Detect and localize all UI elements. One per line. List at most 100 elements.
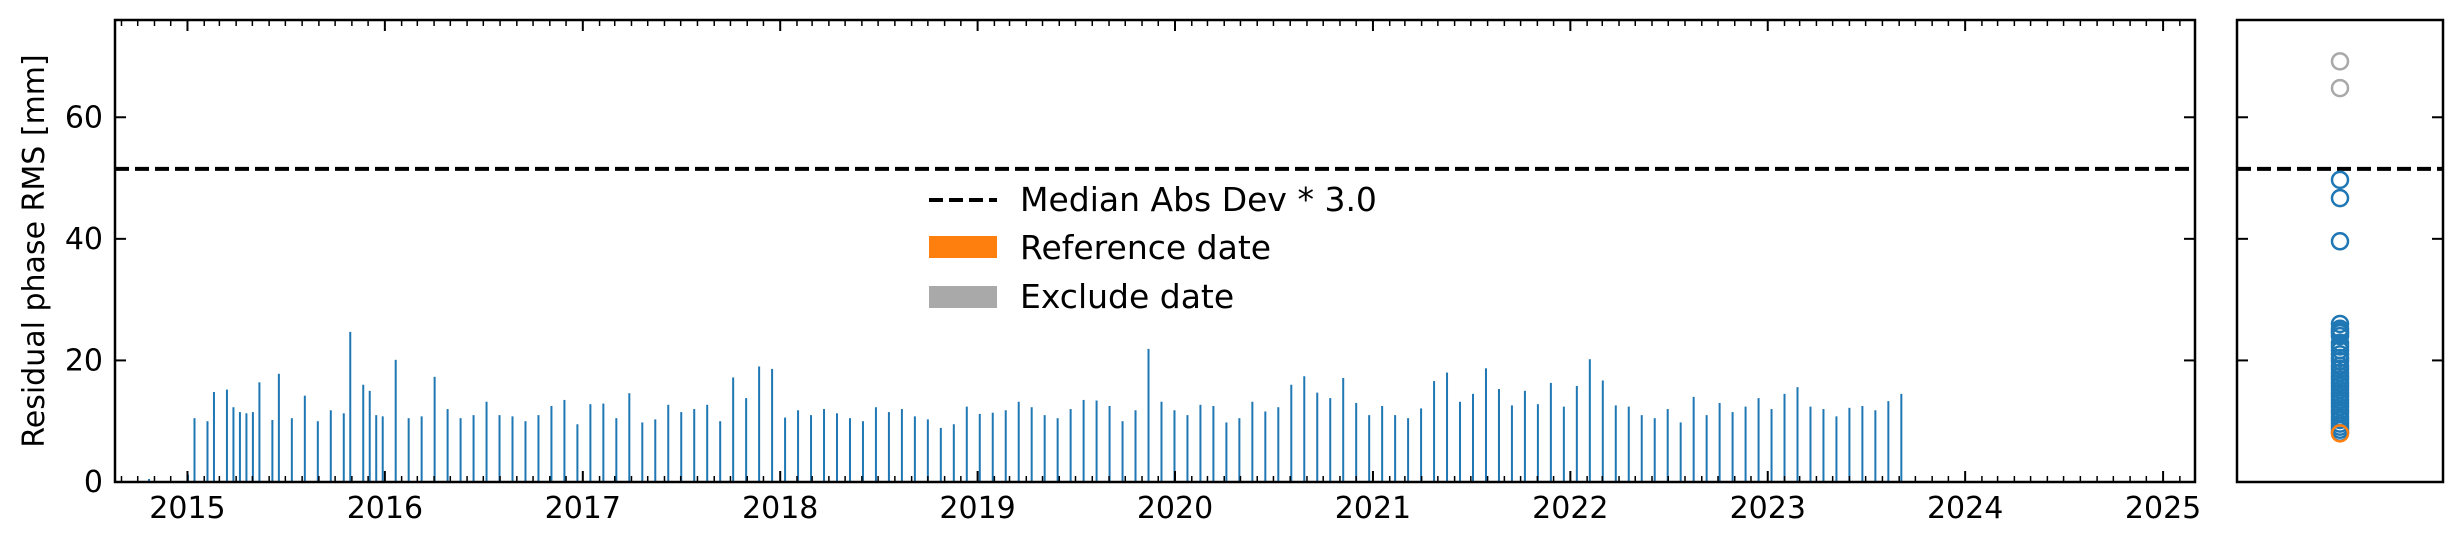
bar <box>148 478 151 482</box>
bar <box>433 376 436 482</box>
bar <box>1056 418 1059 482</box>
bar <box>1887 401 1890 482</box>
bar <box>1264 411 1267 482</box>
bar <box>212 392 215 482</box>
side-point <box>2330 170 2350 190</box>
bar <box>1251 401 1254 482</box>
bar <box>316 421 319 482</box>
bar <box>1277 407 1280 482</box>
bar <box>1134 410 1137 482</box>
legend-label-exclude: Exclude date <box>1020 277 1234 316</box>
y-axis-label: Residual phase RMS [mm] <box>17 54 52 447</box>
bar <box>329 410 332 482</box>
bar <box>1407 418 1410 482</box>
x-tick-label: 2023 <box>1730 491 1806 526</box>
side-point <box>2330 314 2350 334</box>
bar <box>1666 409 1669 482</box>
bar <box>1433 381 1436 482</box>
bar <box>900 409 903 482</box>
bar <box>1121 421 1124 482</box>
main-plot-frame <box>113 18 2197 484</box>
bar <box>290 418 293 482</box>
x-tick-label: 2025 <box>2125 491 2201 526</box>
main-chart: 2015 2016 2017 2018 2019 2020 2021 2022 2023 2024… <box>17 18 2201 526</box>
bar <box>913 416 916 482</box>
x-tick-label: 2024 <box>1927 491 2003 526</box>
bar <box>745 398 748 482</box>
bar <box>1653 418 1656 482</box>
side-chart <box>2235 18 2445 484</box>
bar <box>1536 404 1539 482</box>
y-tick-label: 40 <box>65 222 103 257</box>
bar <box>368 390 371 482</box>
bar <box>1082 399 1085 482</box>
bar <box>1705 415 1708 482</box>
bar <box>1173 410 1176 482</box>
bar <box>1588 359 1591 482</box>
bar <box>498 415 501 482</box>
bar <box>1757 398 1760 482</box>
bar <box>615 418 618 482</box>
bar <box>589 404 592 482</box>
bar <box>1394 415 1397 482</box>
bar <box>1225 422 1228 482</box>
bar <box>1809 406 1812 482</box>
bar <box>576 424 579 482</box>
y-tick-label: 0 <box>84 465 103 500</box>
bar <box>926 419 929 482</box>
side-reference-point <box>2330 424 2350 443</box>
bar <box>1575 385 1578 482</box>
bar <box>939 427 942 482</box>
side-points <box>2330 52 2350 443</box>
bar <box>446 409 449 482</box>
legend-exclude-swatch <box>929 286 997 308</box>
bar <box>810 415 813 482</box>
bar <box>1212 406 1215 482</box>
bar <box>1446 372 1449 482</box>
bar <box>1355 402 1358 482</box>
bar <box>524 421 527 482</box>
bar <box>193 418 196 482</box>
x-tick-label: 2017 <box>545 491 621 526</box>
bar <box>1342 378 1345 482</box>
bar <box>693 409 696 482</box>
bar <box>1874 410 1877 482</box>
bar <box>1861 406 1864 482</box>
bar <box>271 419 274 482</box>
bar <box>861 421 864 482</box>
bar <box>1601 380 1604 482</box>
bar <box>836 413 838 482</box>
bar <box>1692 396 1695 482</box>
bar <box>1549 382 1552 482</box>
bar <box>381 416 384 482</box>
main-plot-background <box>115 20 2195 482</box>
bar <box>1484 368 1487 482</box>
bar <box>848 418 851 482</box>
bar <box>667 404 670 482</box>
bar <box>1744 406 1747 482</box>
x-tick-label: 2016 <box>347 491 423 526</box>
bar <box>874 407 877 482</box>
x-tick-label: 2020 <box>1137 491 1213 526</box>
bar <box>1238 418 1241 482</box>
bar <box>1108 406 1111 482</box>
side-point <box>2330 52 2350 71</box>
side-plot-frame <box>2235 18 2445 484</box>
bar <box>628 393 631 482</box>
bar <box>1627 406 1630 482</box>
bar <box>1290 384 1293 482</box>
bar <box>952 424 955 482</box>
bar <box>206 421 209 482</box>
bar <box>1510 405 1513 482</box>
bar <box>1160 401 1163 482</box>
bar <box>784 417 787 482</box>
bar <box>1017 401 1020 482</box>
legend-reference-swatch <box>929 236 997 258</box>
bar <box>225 389 228 482</box>
bar <box>303 395 306 482</box>
bar <box>1796 387 1799 482</box>
bar <box>420 416 423 482</box>
bar <box>1381 406 1384 482</box>
side-point <box>2330 232 2350 251</box>
